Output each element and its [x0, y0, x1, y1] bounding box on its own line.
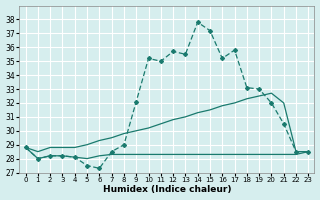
X-axis label: Humidex (Indice chaleur): Humidex (Indice chaleur)	[103, 185, 231, 194]
